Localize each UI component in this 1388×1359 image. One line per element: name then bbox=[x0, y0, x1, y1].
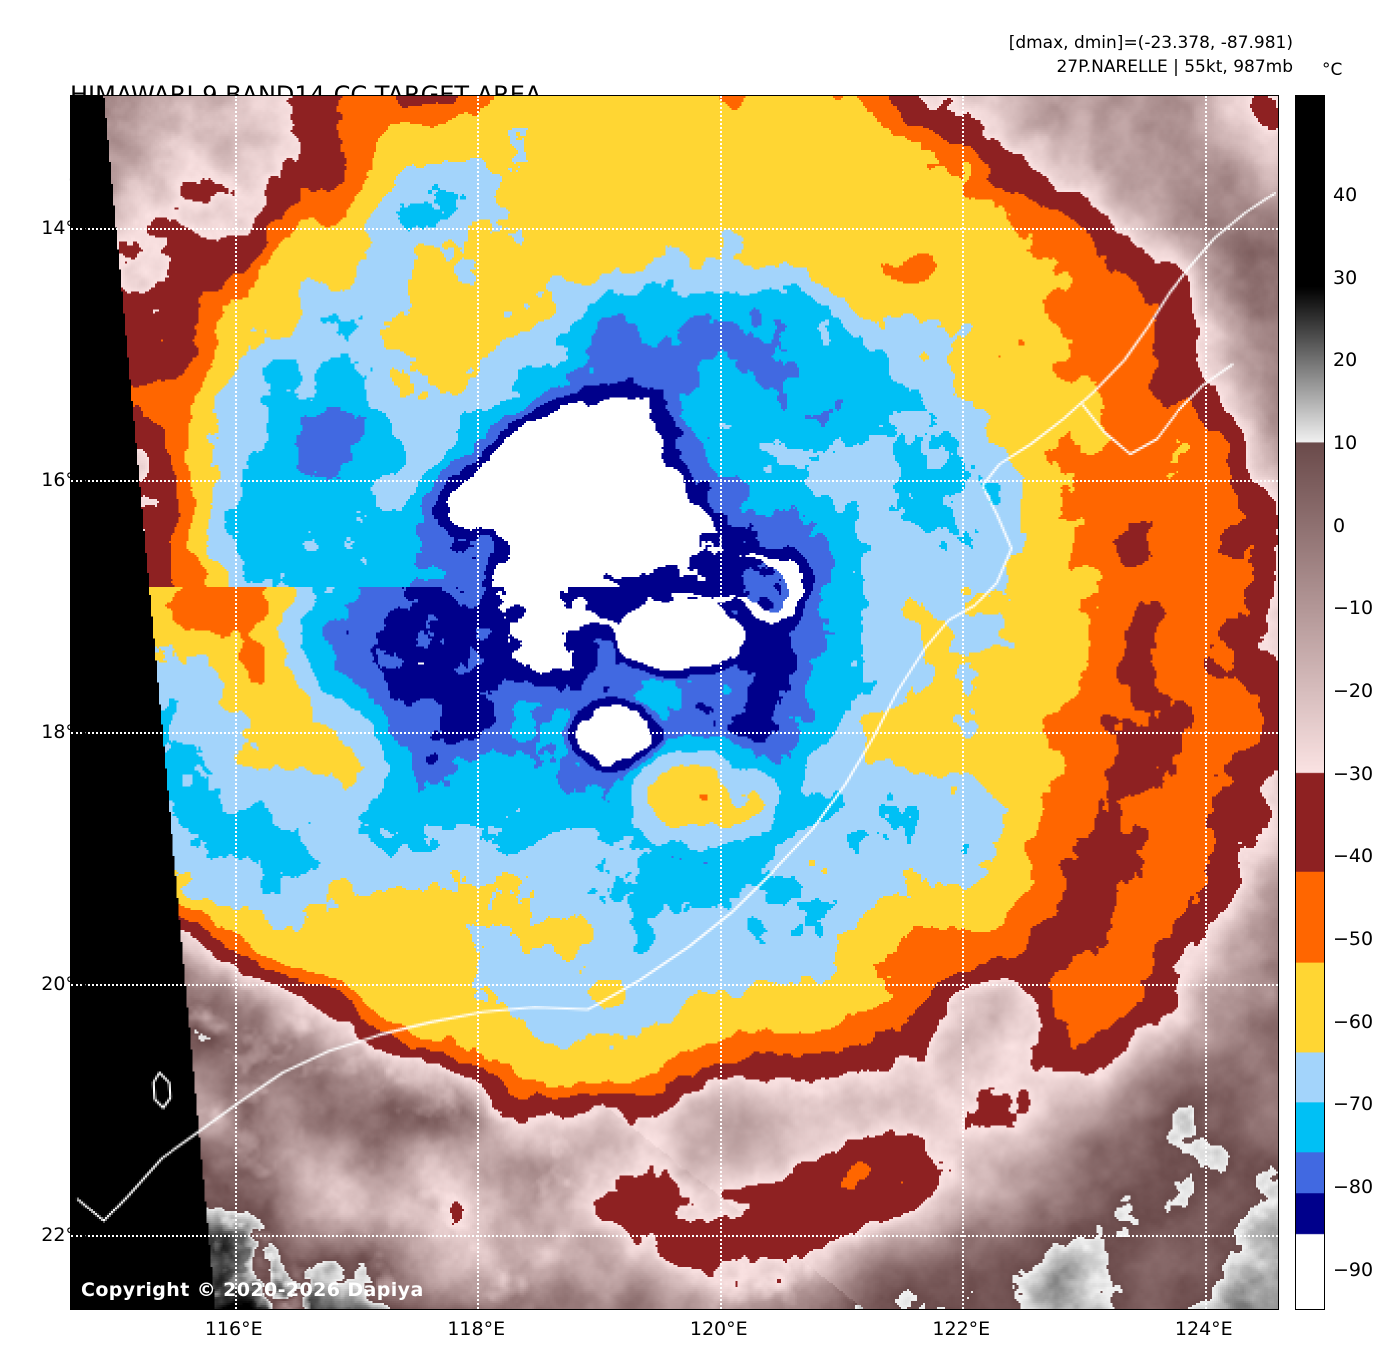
colorbar bbox=[1295, 95, 1325, 1310]
colorbar-tick-label: −50 bbox=[1333, 928, 1374, 951]
latitude-tick-label: 22°S bbox=[41, 1224, 87, 1247]
colorbar-tick-label: 40 bbox=[1333, 184, 1358, 207]
colorbar-tick-label: 20 bbox=[1333, 349, 1358, 372]
longitude-tick-label: 124°E bbox=[1174, 1318, 1233, 1340]
colorbar-tick-label: −90 bbox=[1333, 1258, 1374, 1281]
colorbar-tick-label: −10 bbox=[1333, 597, 1374, 620]
latitude-tick-label: 18°S bbox=[41, 720, 87, 743]
longitude-tick-label: 118°E bbox=[447, 1318, 506, 1340]
colorbar-tick-label: −70 bbox=[1333, 1093, 1374, 1116]
storm-info: 27P.NARELLE | 55kt, 987mb bbox=[1056, 57, 1293, 77]
colorbar-tick-label: −20 bbox=[1333, 680, 1374, 703]
latitude-tick-label: 16°S bbox=[41, 469, 87, 491]
dmax-dmin-annotation: [dmax, dmin]=(-23.378, -87.981) bbox=[1008, 33, 1293, 53]
colorbar-tick-label: −80 bbox=[1333, 1176, 1374, 1199]
colorbar-tick-label: 30 bbox=[1333, 266, 1358, 289]
colorbar-tick-label: 0 bbox=[1333, 514, 1346, 537]
colorbar-tick-label: −30 bbox=[1333, 762, 1374, 785]
satellite-raster bbox=[71, 96, 1278, 1309]
colorbar-tick-label: −60 bbox=[1333, 1010, 1374, 1033]
copyright-notice: Copyright © 2020-2026 Dapiya bbox=[81, 1279, 424, 1301]
latitude-tick-label: 14°S bbox=[41, 217, 87, 240]
satellite-image-plot: Copyright © 2020-2026 Dapiya bbox=[70, 95, 1279, 1310]
longitude-tick-label: 120°E bbox=[689, 1318, 748, 1340]
colorbar-tick-label: 10 bbox=[1333, 432, 1358, 455]
colorbar-tick-label: −40 bbox=[1333, 845, 1374, 868]
longitude-tick-label: 116°E bbox=[204, 1318, 263, 1340]
header-info: [dmax, dmin]=(-23.378, -87.981) 27P.NARE… bbox=[1009, 31, 1293, 79]
colorbar-unit-label: °C bbox=[1322, 60, 1343, 80]
longitude-tick-label: 122°E bbox=[932, 1318, 991, 1340]
latitude-tick-label: 20°S bbox=[41, 972, 87, 995]
